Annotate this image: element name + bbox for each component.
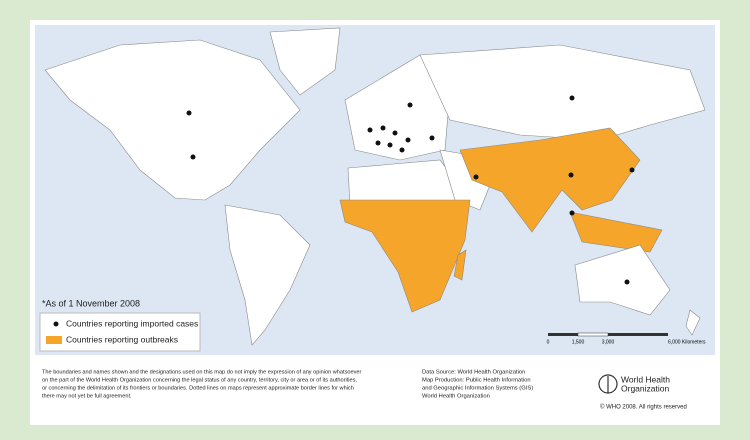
scale-label: 0 xyxy=(547,339,550,345)
scale-segment xyxy=(548,333,578,336)
africa-outbreak xyxy=(339,199,471,313)
marker xyxy=(568,172,574,178)
source-line: World Health Organization xyxy=(422,394,490,400)
legend-label: Countries reporting outbreaks xyxy=(66,334,178,344)
legend-box xyxy=(39,312,201,352)
source-line: Map Production: Public Health Informatio… xyxy=(422,378,531,384)
marker xyxy=(190,154,196,160)
south-america xyxy=(224,204,311,346)
logo-text: World Health xyxy=(621,374,670,384)
madagascar-outbreak xyxy=(453,249,467,281)
imported-case-markers xyxy=(186,95,635,285)
scale-bar: 0 1,500 3,000 6,000 Kilometers xyxy=(547,332,706,345)
scale-label: 1,500 xyxy=(572,339,585,345)
marker xyxy=(569,95,575,101)
source-line: Data Source: World Health Organization xyxy=(422,370,525,376)
asia-outbreak xyxy=(459,127,641,233)
marker xyxy=(375,140,381,146)
marker xyxy=(380,125,386,131)
source-line: and Geographic Information Systems (GIS) xyxy=(422,386,533,392)
disclaimer-line: on the part of the World Health Organiza… xyxy=(42,377,357,383)
marker xyxy=(186,110,192,116)
greenland xyxy=(269,27,341,96)
scale-label: 6,000 Kilometers xyxy=(668,339,706,345)
disclaimer-line: there may not yet be full agreement. xyxy=(42,393,132,399)
marker xyxy=(624,279,630,285)
australia xyxy=(574,244,671,316)
scale-segment xyxy=(608,333,668,336)
disclaimer-line: The boundaries and names shown and the d… xyxy=(42,369,361,375)
logo-text: Organization xyxy=(621,383,669,393)
marker xyxy=(629,167,635,173)
southeast-asia-outbreak xyxy=(569,211,663,253)
marker xyxy=(407,102,413,108)
land xyxy=(44,27,706,346)
marker xyxy=(405,137,411,143)
marker xyxy=(387,142,393,148)
north-america xyxy=(44,39,301,201)
who-logo: World Health Organization xyxy=(598,374,670,394)
marker xyxy=(367,127,373,133)
legend-label: Countries reporting imported cases xyxy=(66,318,198,328)
marker xyxy=(473,174,479,180)
scale-label: 3,000 xyxy=(602,339,615,345)
disclaimer-line: or concerning the delimitation of its fr… xyxy=(42,385,354,391)
copyright: © WHO 2008. All rights reserved xyxy=(600,404,687,411)
marker xyxy=(429,135,435,141)
marker xyxy=(392,130,398,136)
marker xyxy=(569,210,575,216)
data-source: Data Source: World Health Organization M… xyxy=(422,370,533,400)
new-zealand xyxy=(685,309,701,336)
disclaimer: The boundaries and names shown and the d… xyxy=(42,369,361,399)
scale-segment xyxy=(577,332,609,337)
north-asia xyxy=(419,44,706,141)
legend-swatch xyxy=(46,336,62,344)
marker xyxy=(399,147,405,153)
legend-marker xyxy=(53,321,59,327)
as-of-note: *As of 1 November 2008 xyxy=(42,298,140,308)
